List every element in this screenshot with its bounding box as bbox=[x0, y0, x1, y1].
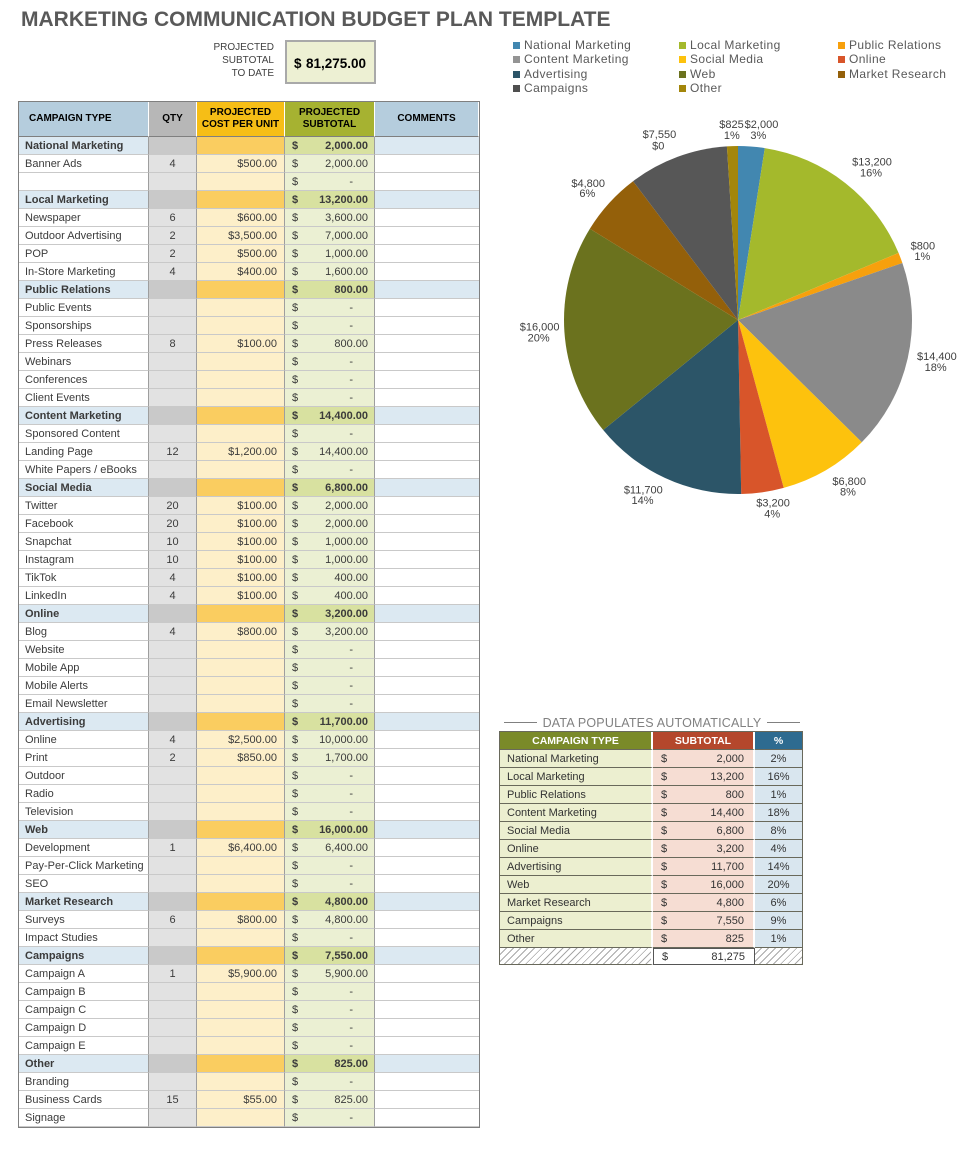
svg-text:$6,800: $6,800 bbox=[832, 476, 866, 488]
svg-text:3%: 3% bbox=[750, 130, 766, 142]
svg-text:$800: $800 bbox=[911, 241, 935, 253]
svg-text:14%: 14% bbox=[631, 495, 653, 507]
svg-text:$825: $825 bbox=[719, 119, 743, 131]
svg-text:1%: 1% bbox=[724, 130, 740, 142]
svg-text:1%: 1% bbox=[914, 251, 930, 263]
svg-text:$0: $0 bbox=[652, 140, 664, 152]
svg-text:20%: 20% bbox=[528, 332, 550, 344]
svg-text:$16,000: $16,000 bbox=[520, 322, 560, 334]
svg-text:$4,800: $4,800 bbox=[571, 178, 605, 190]
svg-text:$14,400: $14,400 bbox=[917, 351, 957, 363]
svg-text:$7,550: $7,550 bbox=[643, 129, 677, 141]
svg-text:$11,700: $11,700 bbox=[624, 484, 663, 496]
svg-text:$2,000: $2,000 bbox=[745, 119, 779, 131]
svg-text:16%: 16% bbox=[860, 168, 882, 180]
svg-text:4%: 4% bbox=[764, 509, 780, 521]
svg-text:$3,200: $3,200 bbox=[756, 498, 790, 510]
svg-text:8%: 8% bbox=[840, 487, 856, 499]
svg-text:$13,200: $13,200 bbox=[852, 157, 892, 169]
svg-text:18%: 18% bbox=[925, 362, 947, 374]
svg-text:6%: 6% bbox=[579, 188, 595, 200]
